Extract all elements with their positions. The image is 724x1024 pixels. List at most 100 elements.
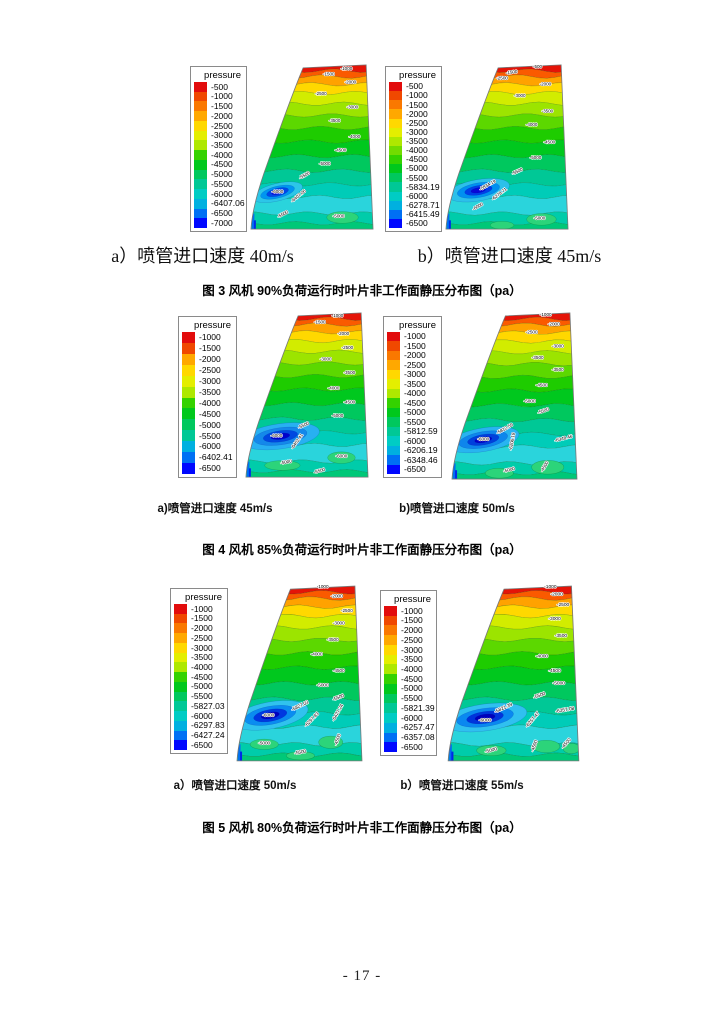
- legend-color-cell: [384, 674, 397, 684]
- contour-plot-fig5-right: -1000-2000 -2500 -3000 -3500 -4000 -4500 -5000…: [447, 584, 580, 762]
- contour-patch: [326, 211, 359, 224]
- legend-row: -6402.41: [182, 452, 234, 464]
- contour-label: -3500: [532, 355, 544, 360]
- legend-row: -2000: [389, 109, 439, 119]
- legend-row: -1500: [389, 99, 439, 110]
- blade-root-sliver: [453, 463, 456, 480]
- blade-root-sliver: [251, 213, 255, 230]
- legend-color-cell: [194, 130, 207, 141]
- legend-row: -5500: [387, 417, 439, 427]
- legend-row: -6206.19: [387, 445, 439, 456]
- blade-outline: [445, 64, 569, 230]
- legend-value: -2500: [404, 359, 426, 370]
- legend-row: -6357.08: [384, 732, 435, 743]
- legend-row: -6000: [387, 436, 439, 446]
- legend-value: -4000: [191, 662, 213, 673]
- legend-value: -6000: [211, 188, 233, 199]
- legend-value: -500: [211, 81, 229, 92]
- legend-title: pressure: [204, 70, 241, 81]
- legend-value: -6000: [406, 190, 428, 201]
- contour-label: -2500: [526, 330, 538, 335]
- legend-colorbar: -1000 -1500 -2000 -2500 -3000 -3500 -4000 -4500…: [182, 332, 234, 474]
- legend-row: -5000: [384, 683, 434, 694]
- contour-label: -5000: [484, 746, 498, 755]
- legend-value: -1500: [401, 615, 423, 626]
- legend-row: -3000: [174, 642, 225, 653]
- legend-color-cell: [174, 662, 187, 673]
- legend-row: -4000: [389, 145, 439, 156]
- contour-patch: [485, 467, 514, 479]
- legend-row: -3000: [387, 369, 439, 380]
- low-pressure-spot: [252, 181, 303, 203]
- legend-row: -3000: [389, 127, 439, 137]
- legend-row: -2500: [387, 359, 439, 370]
- legend-color-cell: [174, 720, 187, 731]
- contour-label: -2000: [331, 593, 343, 598]
- legend-value: -6206.19: [404, 445, 438, 456]
- legend-value: -6500: [401, 741, 423, 752]
- contour-patch: [526, 213, 557, 226]
- legend-row: -500: [389, 82, 439, 92]
- contour-label: -6000: [336, 454, 348, 459]
- legend-value: -5827.03: [191, 700, 225, 711]
- legend-color-cell: [182, 408, 195, 420]
- legend-row: -2500: [182, 364, 234, 376]
- legend-color-cell: [194, 140, 207, 151]
- contour-label: -4500: [544, 140, 556, 145]
- legend-row: -5500: [389, 173, 439, 183]
- legend-row: -1500: [182, 342, 234, 354]
- contour-label: -3000: [548, 616, 561, 622]
- legend-color-cell: [182, 419, 195, 431]
- legend-color-cell: [182, 397, 195, 409]
- legend-row: -5500: [384, 693, 434, 704]
- contour-label: -5500: [533, 691, 547, 701]
- blade-root-sliver: [248, 468, 251, 478]
- legend-value: -1500: [406, 99, 428, 110]
- subcaption-fig4-a: a)喷管进口速度 45m/s: [157, 503, 273, 515]
- legend-row: -4500: [389, 155, 439, 165]
- contour-label: -5000: [319, 161, 331, 166]
- legend-color-cell: [384, 713, 397, 723]
- contour-label: -2000: [338, 331, 350, 336]
- contour-label: -6000: [477, 437, 489, 442]
- legend-color-cell: [174, 730, 187, 741]
- contour-label: -4500: [536, 383, 548, 388]
- legend-row: -3500: [387, 379, 439, 389]
- legend-value: -1500: [404, 340, 426, 351]
- legend-color-cell: [389, 127, 402, 137]
- legend-value: -5000: [401, 683, 423, 694]
- contour-label: -2500: [557, 602, 570, 608]
- contour-label: -1500: [506, 69, 519, 76]
- subcaption-fig5-b: b）喷管进口速度 55m/s: [400, 780, 524, 792]
- legend-color-cell: [182, 364, 195, 376]
- legend-value: -5821.39: [401, 702, 435, 713]
- legend-color-cell: [387, 379, 400, 389]
- contour-label: -1000: [540, 312, 552, 317]
- contour-label: -5000: [332, 413, 344, 418]
- legend-colorbar: -500 -1000 -1500 -2000 -2500 -3000 -3500 -4000-…: [389, 82, 440, 229]
- legend-row: -4000: [387, 388, 439, 399]
- legend-value: -3000: [199, 375, 221, 386]
- contour-plot-fig3-right: -500 -1500-2500 -2000 -3000 -3500 -4000 -4500 -…: [445, 63, 569, 230]
- contour-patch: [476, 745, 507, 756]
- legend-row: -1500: [194, 101, 244, 112]
- legend-value: -3500: [211, 140, 233, 151]
- legend-row: -6500: [384, 741, 434, 753]
- legend-value: -3500: [199, 386, 221, 397]
- legend-value: -4000: [406, 145, 428, 156]
- legend-row: -6000: [194, 189, 244, 199]
- legend-row: -2000: [387, 350, 439, 361]
- blade-root-sliver: [449, 744, 452, 761]
- legend-colorbar: -1000 -1500 -2000 -2500 -3000 -3500 -4000 -4500…: [387, 332, 439, 475]
- legend-value: -6500: [406, 218, 428, 229]
- legend-color-cell: [182, 463, 195, 474]
- legend-color-cell: [174, 604, 187, 614]
- legend-row: -5500: [194, 179, 244, 190]
- contour-label: -2500: [496, 76, 508, 81]
- legend-color-cell: [194, 82, 207, 92]
- legend-row: -1000: [174, 604, 225, 614]
- legend-row: -5500: [174, 691, 225, 702]
- contour-label: -3000: [347, 105, 359, 110]
- legend-value: -3000: [211, 130, 233, 141]
